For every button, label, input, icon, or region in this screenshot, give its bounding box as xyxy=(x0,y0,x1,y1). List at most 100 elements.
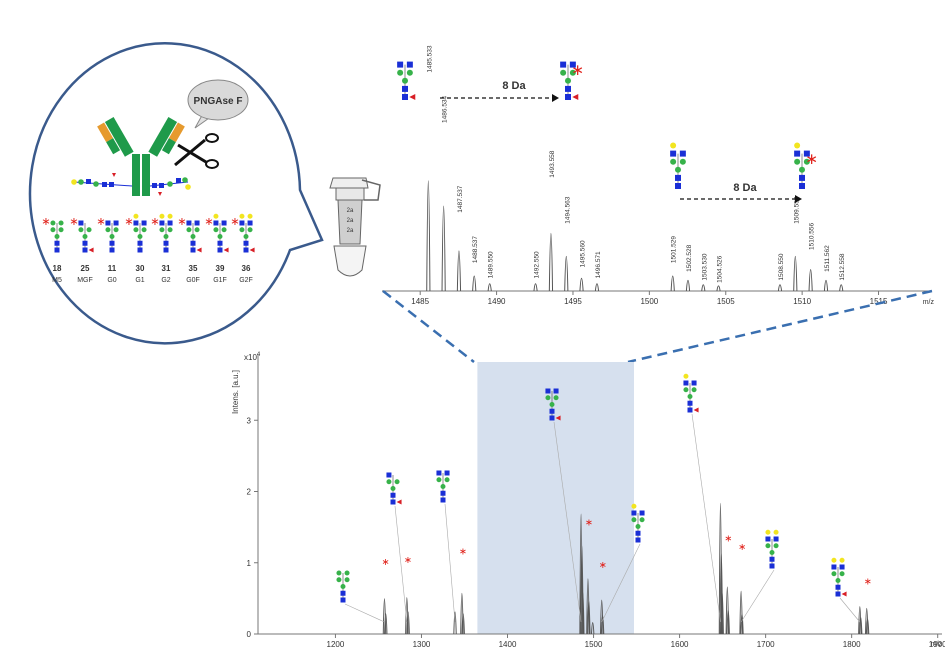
main-y-tick-label: 0 xyxy=(247,630,252,639)
glycan-icon xyxy=(105,220,119,253)
zoom-x-tick-label: 1490 xyxy=(488,297,506,306)
label-marker: ∗ xyxy=(599,560,607,571)
mannose-circle xyxy=(831,571,837,577)
mannose-circle xyxy=(105,227,111,233)
zoom-peak-label: 1488.537 xyxy=(472,236,479,263)
mannose-circle xyxy=(569,69,576,76)
glcnac-square xyxy=(839,564,845,570)
glcnac-square xyxy=(163,240,169,246)
glcnac-square xyxy=(217,247,223,253)
zoom-peak xyxy=(594,283,600,292)
glycan-icon xyxy=(186,220,202,253)
leader-line xyxy=(691,413,721,623)
glcnac-square xyxy=(190,247,196,253)
glcnac-square xyxy=(440,497,446,503)
leader-line xyxy=(553,421,582,623)
mannose-circle xyxy=(397,69,404,76)
pngase-speech-bubble: PNGAse F xyxy=(187,79,249,129)
main-peak xyxy=(586,578,590,635)
glcnac-square xyxy=(440,490,446,496)
leader-line xyxy=(344,603,385,623)
glcnac-square xyxy=(159,220,165,226)
zoom-x-tick-label: 1505 xyxy=(717,297,735,306)
galactose-circle xyxy=(631,503,637,509)
leader-line xyxy=(601,543,641,623)
mannose-circle xyxy=(773,543,779,549)
main-peak xyxy=(384,613,388,635)
mannose-circle xyxy=(635,524,641,529)
main-peak xyxy=(600,599,604,635)
fucose-triangle xyxy=(841,591,847,597)
mannose-circle xyxy=(803,158,810,165)
glcnac-square xyxy=(675,174,681,181)
glcnac-square xyxy=(243,240,249,246)
main-peak xyxy=(858,616,863,635)
glcnac-square xyxy=(141,220,147,226)
mannose-circle xyxy=(565,77,571,84)
glcnac-square xyxy=(402,85,408,92)
glcnac-square xyxy=(397,61,404,68)
mannose-circle xyxy=(78,227,84,233)
glycan-count: 11 xyxy=(108,264,117,273)
galactose-circle xyxy=(839,557,845,563)
glcnac-square xyxy=(82,240,88,246)
fucose-triangle xyxy=(88,247,94,253)
galactose-circle xyxy=(670,142,677,149)
label-marker: ∗ xyxy=(585,517,593,528)
galactose-circle xyxy=(133,213,139,219)
mannose-circle xyxy=(336,570,342,576)
glycan-name: G2 xyxy=(161,277,170,284)
mannose-circle xyxy=(50,220,56,226)
glcnac-square xyxy=(635,537,641,543)
glcnac-square xyxy=(679,150,686,157)
glycan-icon xyxy=(213,213,229,253)
main-peak xyxy=(461,613,465,635)
main-x-tick-label: 1900 xyxy=(929,640,945,649)
mannose-circle xyxy=(679,158,686,165)
main-peak xyxy=(719,552,724,635)
glycan-icon xyxy=(545,388,561,421)
glycan-list: ∗ 18 M5 ∗ 25 MGF ∗ 11 G0 ∗ 30 G1 ∗ 31 G2 ∗ 35 G0F ∗ 39 G1F ∗ 3… xyxy=(41,213,255,284)
mannose-circle xyxy=(631,517,637,523)
zoom-peak xyxy=(426,180,431,292)
tube-label: 2a xyxy=(347,218,354,224)
glycan-count: 39 xyxy=(216,264,225,273)
glycan-icon xyxy=(765,529,779,569)
glcnac-square xyxy=(549,408,555,414)
glcnac-square xyxy=(113,220,119,226)
galactose-circle xyxy=(794,142,801,149)
main-peak xyxy=(865,618,870,635)
fucose-triangle xyxy=(555,415,561,421)
label-marker: ∗ xyxy=(230,215,239,228)
glcnac-square xyxy=(444,470,450,476)
zoom-peak-label: 1510.556 xyxy=(809,222,816,249)
zoom-x-unit: m/z xyxy=(923,299,935,306)
glcnac-square xyxy=(137,240,143,246)
zoom-peak-label: 1508.550 xyxy=(778,253,785,280)
zoom-peak xyxy=(793,255,798,292)
mannose-circle xyxy=(406,69,413,76)
galactose-circle xyxy=(683,373,689,379)
zoom-peak xyxy=(441,205,446,292)
glycan-count: 30 xyxy=(136,264,145,273)
glcnac-square xyxy=(213,220,219,226)
fucose-triangle xyxy=(693,407,699,413)
mannose-circle xyxy=(769,550,775,555)
main-axis-ticks: 1200 1300 1400 1500 1600 1700 1800 1900 0 1 2 3 xyxy=(247,416,945,649)
mannose-circle xyxy=(221,227,227,233)
mannose-circle xyxy=(159,227,165,233)
label-marker: ∗ xyxy=(864,576,872,587)
mannose-circle xyxy=(549,402,555,407)
galactose-circle xyxy=(247,213,253,219)
zoom-peak-label: 1496.571 xyxy=(595,251,602,278)
glcnac-square xyxy=(340,590,346,596)
galactose-circle xyxy=(167,213,173,219)
glcnac-square xyxy=(109,247,115,253)
mannose-circle xyxy=(545,395,551,401)
mannose-circle xyxy=(336,577,342,583)
glcnac-square xyxy=(687,407,693,413)
tube-label: 2a xyxy=(347,208,354,214)
bubble-outline xyxy=(28,42,324,345)
zoom-peak xyxy=(456,250,462,292)
